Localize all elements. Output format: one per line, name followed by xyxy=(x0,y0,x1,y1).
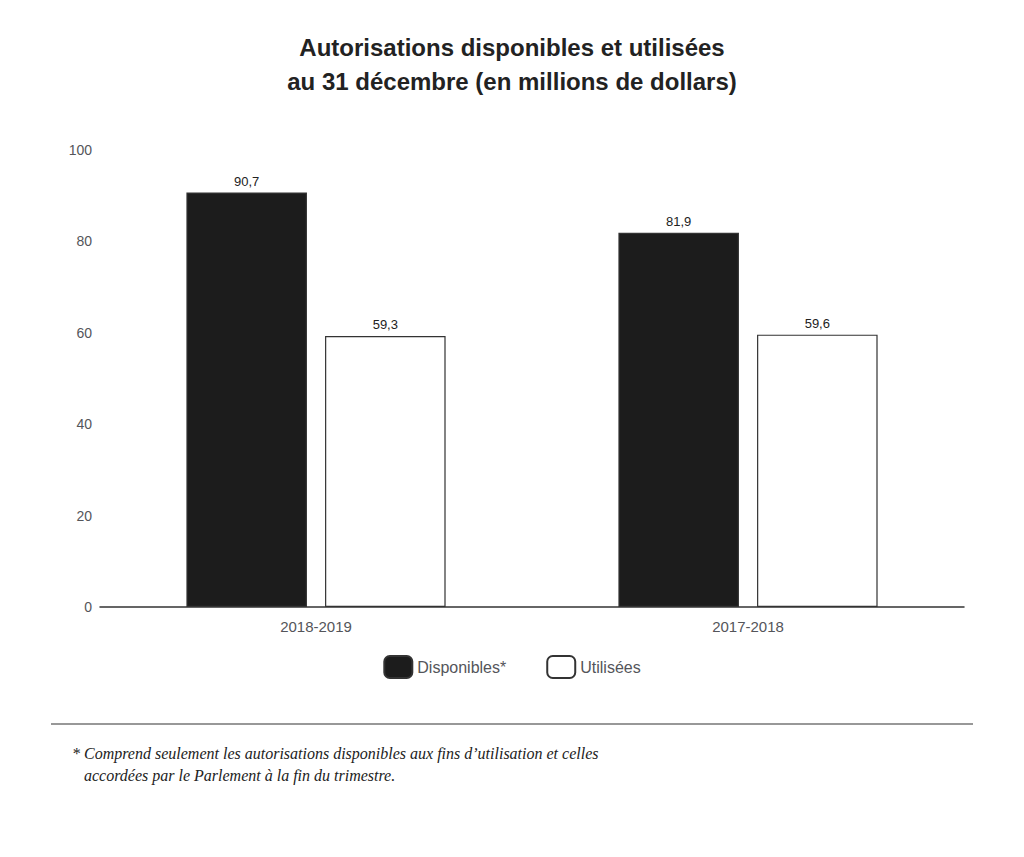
svg-text:0: 0 xyxy=(84,599,92,615)
svg-text:2017-2018: 2017-2018 xyxy=(712,618,784,635)
svg-text:accordées par le Parlement à l: accordées par le Parlement à la fin du t… xyxy=(72,767,395,785)
svg-text:2018-2019: 2018-2019 xyxy=(280,618,352,635)
svg-text:100: 100 xyxy=(69,142,93,158)
svg-text:60: 60 xyxy=(76,325,92,341)
svg-text:Autorisations disponibles et u: Autorisations disponibles et utilisées xyxy=(299,34,724,61)
svg-text:59,6: 59,6 xyxy=(805,316,830,331)
svg-text:40: 40 xyxy=(76,416,92,432)
svg-text:81,9: 81,9 xyxy=(666,214,691,229)
svg-text:59,3: 59,3 xyxy=(373,317,398,332)
svg-text:au 31 décembre (en millions de: au 31 décembre (en millions de dollars) xyxy=(287,68,736,95)
svg-text:Utilisées: Utilisées xyxy=(580,659,640,676)
svg-text:20: 20 xyxy=(76,508,92,524)
svg-text:90,7: 90,7 xyxy=(234,174,259,189)
svg-text:80: 80 xyxy=(76,233,92,249)
svg-text:* Comprend seulement les autor: * Comprend seulement les autorisations d… xyxy=(72,745,598,763)
svg-text:Disponibles*: Disponibles* xyxy=(417,659,506,676)
